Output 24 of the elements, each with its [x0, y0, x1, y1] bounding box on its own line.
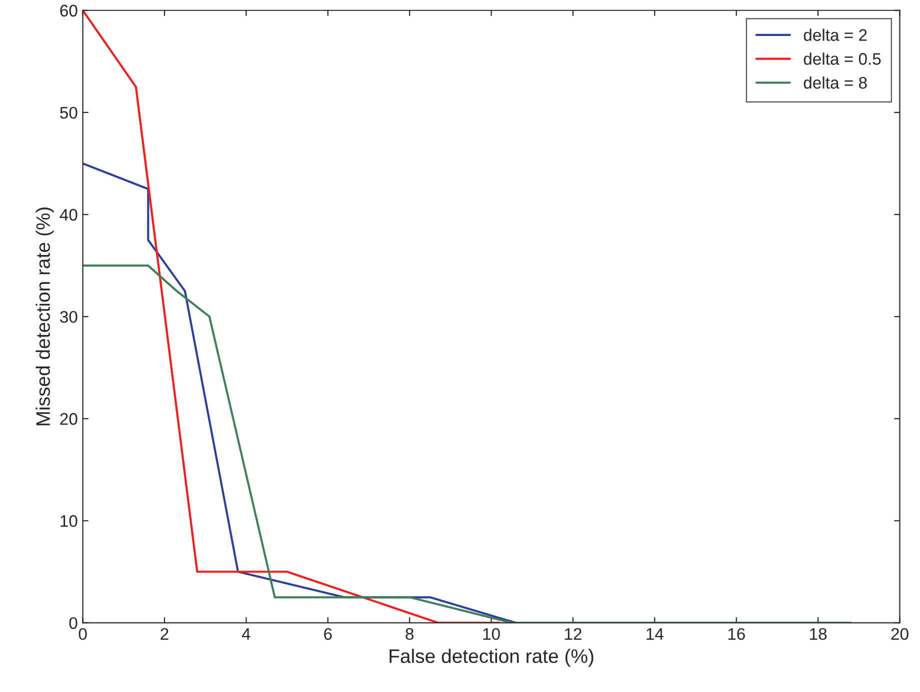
y-tick-label: 60: [60, 4, 78, 17]
y-tick-label: 50: [60, 106, 78, 119]
legend-label: delta = 0.5: [804, 52, 881, 65]
x-tick-label: 10: [483, 628, 500, 640]
x-axis-title: False detection rate (%): [390, 648, 594, 667]
x-tick-label: 8: [406, 628, 414, 640]
x-tick-label: 20: [891, 628, 908, 640]
y-tick-label: 40: [60, 208, 78, 221]
x-tick-label: 18: [810, 628, 827, 640]
y-tick-label: 20: [60, 413, 78, 425]
y-axis-title: Missed detection rate (%): [36, 208, 54, 426]
y-tick-label: 10: [60, 515, 78, 527]
x-tick-label: 12: [564, 628, 582, 640]
legend-label: delta = 8: [804, 76, 867, 89]
x-tick-label: 14: [646, 628, 664, 640]
x-tick-label: 0: [78, 628, 87, 640]
line-series: [82, 162, 517, 623]
y-tick-label: 30: [60, 310, 78, 323]
x-tick-label: 16: [728, 628, 745, 640]
x-tick-label: 2: [160, 628, 168, 640]
y-tick-label: 0: [69, 617, 78, 630]
legend-label: delta = 2: [804, 28, 867, 41]
x-tick-label: 6: [324, 628, 332, 640]
x-tick-label: 4: [242, 628, 250, 640]
